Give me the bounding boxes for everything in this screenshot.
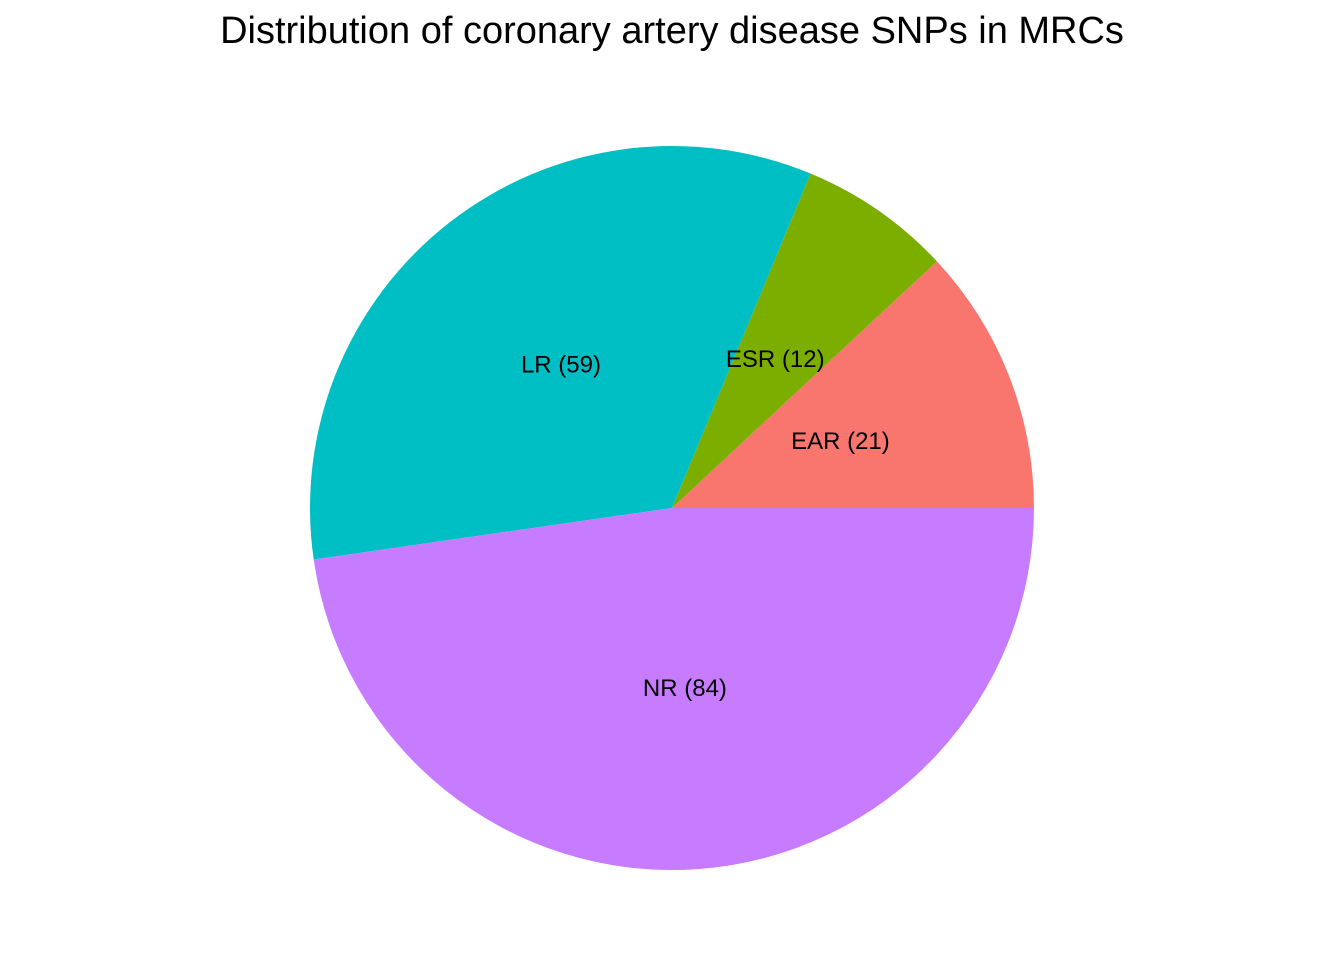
pie-slice-label-ear: EAR (21) <box>791 428 890 455</box>
pie-slice-label-nr: NR (84) <box>643 675 727 702</box>
pie-slice-ear <box>672 261 1034 508</box>
pie-slice-label-lr: LR (59) <box>521 352 601 379</box>
pie-slice-esr <box>672 173 937 508</box>
pie-slice-labels: EAR (21) ESR (12) LR (59) NR (84) <box>521 346 890 702</box>
pie-slice-lr <box>309 146 811 560</box>
pie-slice-nr <box>313 508 1034 871</box>
chart-title: Distribution of coronary artery disease … <box>220 10 1124 52</box>
pie-slice-label-esr: ESR (12) <box>726 346 825 373</box>
pie-slices <box>309 146 1034 871</box>
